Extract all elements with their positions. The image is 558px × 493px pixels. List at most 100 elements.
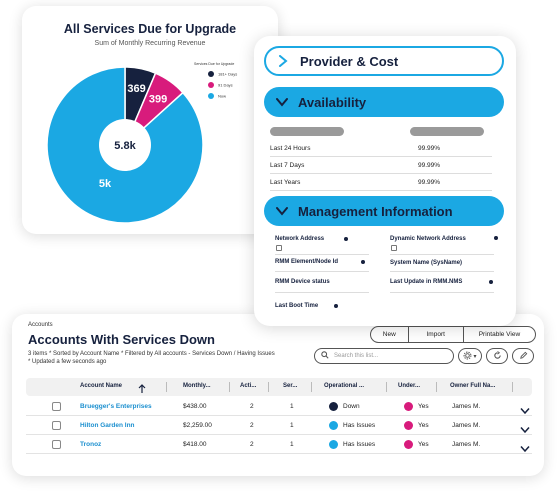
availability-label: Availability	[298, 94, 367, 110]
last-update-label: Last Update in RMM.NMS	[390, 279, 463, 285]
chevron-down-icon[interactable]	[520, 402, 530, 420]
col-operational[interactable]: Operational ...	[324, 383, 365, 389]
legend-swatch	[208, 82, 214, 88]
services-count: 1	[290, 422, 294, 429]
legend-label: 91 Days	[218, 83, 233, 88]
divider	[390, 292, 494, 293]
col-divider[interactable]	[311, 382, 312, 392]
status-dot	[329, 440, 338, 449]
import-button[interactable]: Import	[409, 327, 464, 342]
breadcrumb[interactable]: Accounts	[28, 322, 53, 328]
list-meta-text: 3 items * Sorted by Account Name * Filte…	[28, 351, 275, 365]
account-name-link[interactable]: Tronoz	[80, 441, 102, 448]
service-detail-card: Provider & Cost Availability Last 24 Hou…	[254, 36, 516, 326]
row-checkbox[interactable]	[52, 440, 61, 449]
col-divider[interactable]	[166, 382, 167, 392]
chevron-down-icon	[276, 97, 298, 107]
col-monthly[interactable]: Monthly...	[183, 383, 211, 389]
monthly-value: $2,259.00	[183, 422, 212, 429]
management-info-label: Management Information	[298, 203, 453, 219]
account-name-link[interactable]: Bruegger's Enterprises	[80, 403, 152, 410]
donut-chart: 5.8k 369 399 5k Services Due for Upgrade 1…	[46, 62, 237, 224]
account-name-link[interactable]: Hilton Garden Inn	[80, 422, 135, 429]
under-dot	[404, 402, 413, 411]
new-button[interactable]: New	[371, 327, 409, 342]
col-owner[interactable]: Owner Full Na...	[450, 383, 496, 389]
sort-up-arrow-icon[interactable]	[138, 381, 146, 399]
chart-title: All Services Due for Upgrade	[63, 22, 237, 36]
availability-value: 99.99%	[418, 161, 441, 169]
col-under[interactable]: Under...	[398, 383, 421, 389]
rmm-element-label: RMM Element/Node Id	[275, 259, 339, 265]
active-count: 2	[250, 403, 254, 410]
pencil-icon	[519, 351, 528, 362]
status-dot	[334, 304, 338, 308]
donut-center-label: 5.8k	[114, 140, 136, 152]
col-divider[interactable]	[436, 382, 437, 392]
col-active[interactable]: Acti...	[240, 383, 257, 389]
refresh-icon	[493, 350, 502, 362]
slice-data-label: 399	[149, 94, 167, 106]
refresh-button[interactable]	[486, 348, 508, 364]
availability-value: 99.99%	[418, 178, 441, 186]
availability-period: Last Years	[270, 178, 301, 186]
col-services[interactable]: Ser...	[283, 383, 298, 389]
availability-row: Last 24 Hours 99.99%	[270, 140, 492, 157]
availability-row: Last Years 99.99%	[270, 174, 492, 191]
provider-cost-section[interactable]: Provider & Cost	[264, 46, 504, 76]
dynamic-network-address-checkbox[interactable]	[391, 245, 397, 251]
monthly-value: $418.00	[183, 441, 207, 448]
availability-section[interactable]: Availability	[264, 87, 504, 117]
legend-label: Now	[218, 94, 226, 99]
col-divider[interactable]	[229, 382, 230, 392]
chevron-down-icon[interactable]	[520, 421, 530, 439]
monthly-value: $438.00	[183, 403, 207, 410]
management-info-section[interactable]: Management Information	[264, 196, 504, 226]
system-name-label: System Name (SysName)	[390, 260, 463, 266]
placeholder-bar	[270, 127, 344, 136]
status-dot	[494, 236, 498, 240]
col-account-name[interactable]: Account Name	[80, 383, 123, 389]
legend-swatch	[208, 93, 214, 99]
operational-status: Has Issues	[343, 422, 376, 429]
status-dot	[489, 280, 493, 284]
provider-cost-label: Provider & Cost	[300, 53, 399, 69]
status-dot	[329, 421, 338, 430]
owner-name: James M.	[452, 403, 481, 410]
under-value: Yes	[418, 441, 429, 448]
under-dot	[404, 440, 413, 449]
table-row[interactable]: Hilton Garden Inn $2,259.00 2 1 Has Issues Ye…	[26, 417, 532, 435]
col-divider[interactable]	[386, 382, 387, 392]
services-count: 1	[290, 441, 294, 448]
row-checkbox[interactable]	[52, 421, 61, 430]
table-row[interactable]: Tronoz $418.00 2 1 Has Issues Yes James M.	[26, 436, 532, 454]
settings-dropdown-button[interactable]: ▾	[458, 348, 482, 364]
rmm-device-status-label: RMM Device status	[275, 279, 330, 285]
slice-data-label: 369	[127, 83, 145, 95]
divider	[275, 271, 369, 272]
col-divider[interactable]	[268, 382, 269, 392]
last-boot-time-label: Last Boot Time	[275, 303, 319, 309]
under-value: Yes	[418, 403, 429, 410]
active-count: 2	[250, 441, 254, 448]
printable-view-button[interactable]: Printable View	[478, 331, 521, 338]
chevron-down-icon[interactable]	[520, 440, 530, 458]
page-title: Accounts With Services Down	[28, 332, 215, 347]
table-row[interactable]: Bruegger's Enterprises $438.00 2 1 Down Yes Ja…	[26, 398, 532, 416]
under-dot	[404, 421, 413, 430]
availability-row: Last 7 Days 99.99%	[270, 157, 492, 174]
operational-status: Has Issues	[343, 441, 376, 448]
pie-slice-now[interactable]	[46, 66, 204, 224]
divider	[275, 254, 369, 255]
network-address-checkbox[interactable]	[276, 245, 282, 251]
legend-swatch	[208, 71, 214, 77]
chevron-down-icon	[276, 206, 298, 216]
divider	[390, 254, 494, 255]
row-checkbox[interactable]	[52, 402, 61, 411]
table-header: Account Name Monthly... Acti... Ser... O…	[26, 378, 532, 396]
col-divider[interactable]	[512, 382, 513, 392]
services-count: 1	[290, 403, 294, 410]
availability-value: 99.99%	[418, 144, 441, 152]
search-input[interactable]: Search this list...	[314, 348, 454, 364]
edit-button[interactable]	[512, 348, 534, 364]
